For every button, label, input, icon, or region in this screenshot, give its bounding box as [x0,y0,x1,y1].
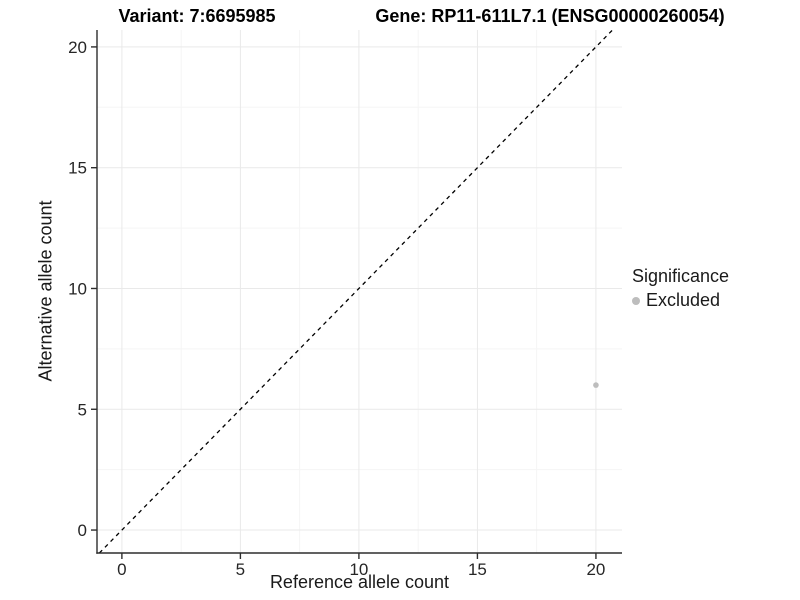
legend: Significance Excluded [632,266,729,311]
identity-line [98,29,613,554]
x-tick-label: 10 [349,560,368,579]
y-axis-title: Alternative allele count [35,200,56,382]
y-tick-label: 10 [68,279,87,298]
y-tick-label: 20 [68,38,87,57]
legend-item-excluded: Excluded [632,290,729,311]
y-tick-label: 0 [78,521,87,540]
plot-title-variant: Variant: 7:6695985 [118,6,276,26]
x-axis-title: Reference allele count [269,572,450,592]
y-tick-label: 15 [68,159,87,178]
x-tick-label: 5 [236,560,245,579]
y-tick-label: 5 [78,400,87,419]
x-tick-label: 20 [586,560,605,579]
data-point [593,382,599,388]
legend-title: Significance [632,266,730,286]
plot-title-gene: Gene: RP11-611L7.1 (ENSG00000260054) [375,6,725,26]
legend-item-label: Excluded [646,290,721,310]
x-tick-label: 15 [468,560,487,579]
legend-point-icon [632,296,640,305]
x-tick-label: 0 [117,560,126,579]
